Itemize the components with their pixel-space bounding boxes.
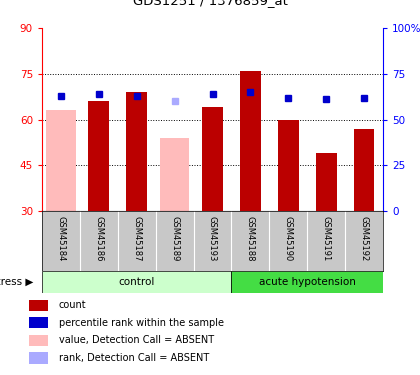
Text: control: control [118, 277, 155, 287]
Bar [231, 271, 383, 293]
Bar [89, 101, 109, 211]
Bar [202, 107, 223, 211]
Bar [46, 110, 76, 211]
Bar [354, 129, 375, 211]
Text: GSM45187: GSM45187 [132, 216, 141, 261]
Bar [316, 153, 336, 211]
Text: GSM45189: GSM45189 [170, 216, 179, 261]
Text: GSM45193: GSM45193 [208, 216, 217, 261]
Text: GSM45190: GSM45190 [284, 216, 293, 261]
Bar [240, 71, 261, 211]
Text: acute hypotension: acute hypotension [259, 277, 356, 287]
Bar [160, 138, 189, 211]
Text: count: count [59, 300, 87, 310]
Text: rank, Detection Call = ABSENT: rank, Detection Call = ABSENT [59, 353, 209, 363]
Bar [278, 120, 299, 211]
Text: GSM45184: GSM45184 [56, 216, 66, 261]
Text: stress ▶: stress ▶ [0, 277, 34, 287]
Bar [29, 352, 48, 363]
Text: value, Detection Call = ABSENT: value, Detection Call = ABSENT [59, 335, 214, 345]
Text: percentile rank within the sample: percentile rank within the sample [59, 318, 224, 328]
Bar [126, 92, 147, 211]
Text: GDS1251 / 1376859_at: GDS1251 / 1376859_at [133, 0, 287, 7]
Text: GSM45188: GSM45188 [246, 216, 255, 261]
Bar [29, 300, 48, 311]
Bar [42, 271, 231, 293]
Text: GSM45191: GSM45191 [322, 216, 331, 261]
Text: GSM45186: GSM45186 [94, 216, 103, 261]
Bar [29, 335, 48, 346]
Bar [29, 317, 48, 328]
Text: GSM45192: GSM45192 [360, 216, 369, 261]
